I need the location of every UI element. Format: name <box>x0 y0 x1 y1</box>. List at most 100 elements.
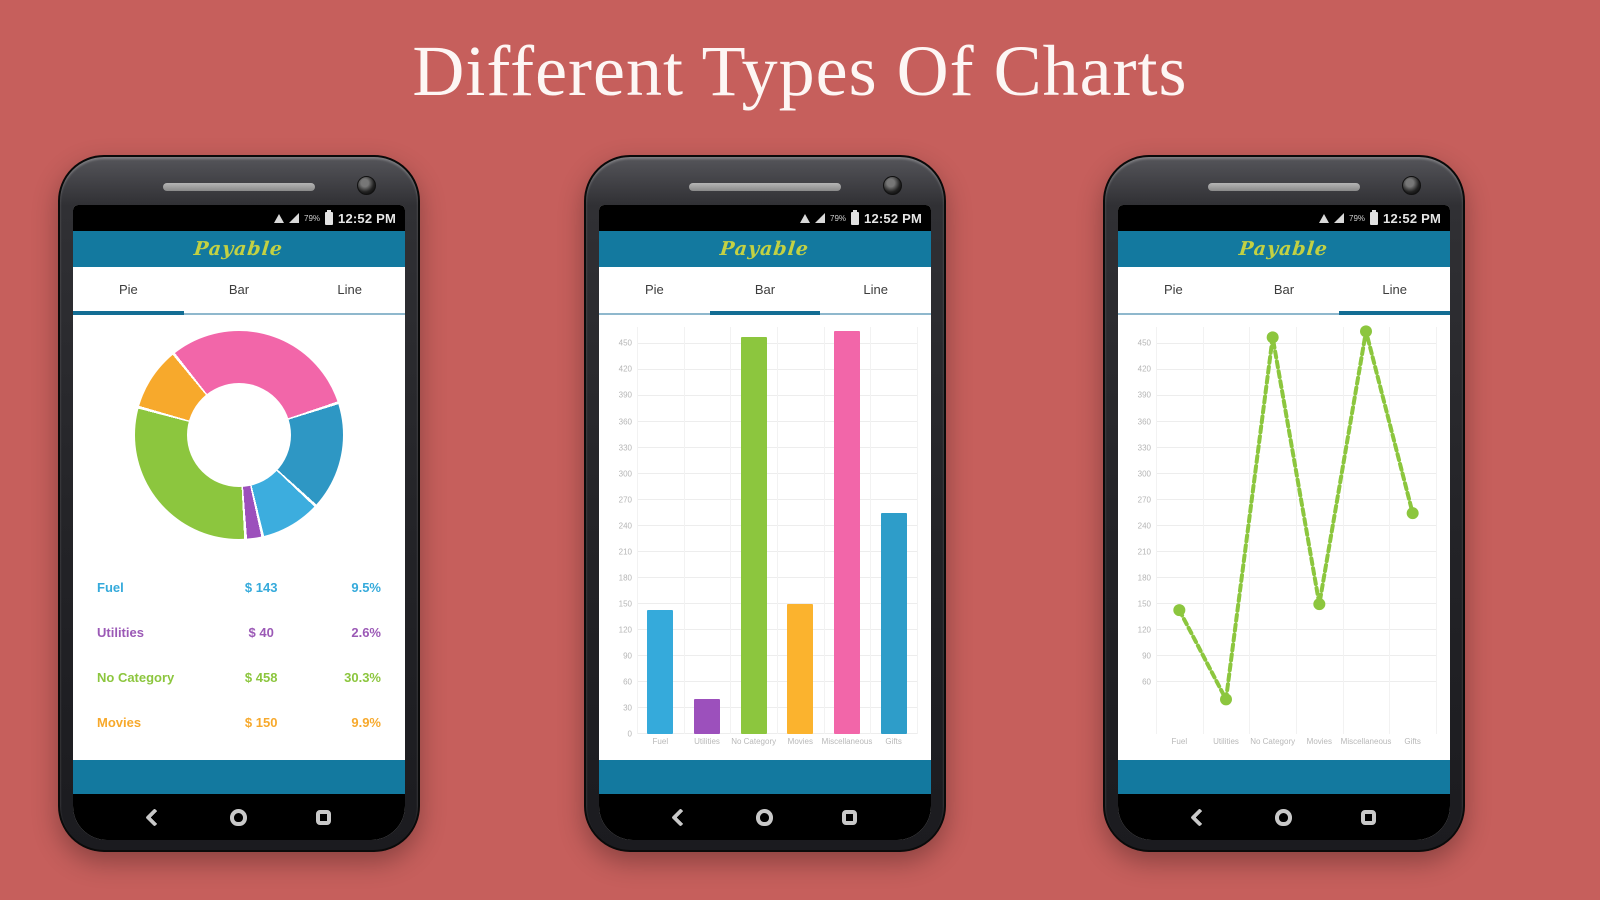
y-tick-label: 300 <box>618 469 632 479</box>
y-tick-label: 180 <box>1137 573 1151 583</box>
y-tick-label: 0 <box>627 729 632 739</box>
tab-indicator <box>73 311 184 315</box>
status-bar: 79% 12:52 PM <box>1118 205 1450 231</box>
status-time: 12:52 PM <box>864 210 922 226</box>
bar-no-category[interactable] <box>740 337 767 734</box>
legend-row-no-category: No Category $ 458 30.3% <box>97 655 381 700</box>
x-gridline <box>1342 327 1344 734</box>
tab-line[interactable]: Line <box>863 281 888 297</box>
tab-pie[interactable]: Pie <box>644 281 664 297</box>
app-header: Payable <box>599 231 931 267</box>
data-point-movies[interactable] <box>1313 598 1326 611</box>
bar-gifts[interactable] <box>880 513 907 734</box>
android-nav-bar <box>599 794 931 840</box>
android-nav-bar <box>73 794 405 840</box>
legend-row-fuel: Fuel $ 143 9.5% <box>97 565 381 610</box>
home-button[interactable] <box>229 808 247 826</box>
legend-percent: 9.9% <box>351 715 381 730</box>
x-gridline <box>683 327 685 734</box>
recents-button[interactable] <box>1360 809 1376 825</box>
tab-line[interactable]: Line <box>337 281 362 297</box>
back-button[interactable] <box>1189 807 1209 827</box>
x-axis-label: No Category <box>1250 737 1296 746</box>
y-tick-label: 150 <box>618 599 632 609</box>
data-point-no-category[interactable] <box>1266 331 1279 344</box>
app-header: Payable <box>73 231 405 267</box>
bar-movies[interactable] <box>787 604 814 734</box>
tab-pie[interactable]: Pie <box>118 281 138 297</box>
pie-chart-area[interactable]: Fuel $ 143 9.5% Utilities $ 40 2.6% No Categor… <box>73 315 405 760</box>
back-button[interactable] <box>670 807 690 827</box>
y-tick-label: 390 <box>1137 390 1151 400</box>
phone-mockup-bar: 79% 12:52 PM Payable Pie Bar Line 0 30 60 9… <box>584 155 946 852</box>
y-tick-label: 420 <box>618 364 632 374</box>
y-tick-label: 60 <box>623 677 632 687</box>
tab-indicator-track <box>73 311 405 315</box>
app-header: Payable <box>1118 231 1450 267</box>
legend-amount: $ 458 <box>244 670 278 685</box>
x-axis-label: Utilities <box>1213 737 1239 746</box>
bar-fuel[interactable] <box>647 610 674 734</box>
pie-legend: Fuel $ 143 9.5% Utilities $ 40 2.6% No Categor… <box>73 565 405 745</box>
data-point-miscellaneous[interactable] <box>1360 325 1372 338</box>
x-gridline <box>1436 327 1437 734</box>
legend-amount: $ 40 <box>248 625 274 640</box>
tab-bar: Pie Bar Line <box>1118 267 1450 311</box>
battery-percent: 79% <box>1349 213 1366 223</box>
x-axis-label: Fuel <box>652 737 669 746</box>
phone-screen: 79% 12:52 PM Payable Pie Bar Line 60 90 12… <box>1118 205 1450 840</box>
x-axis-label: Utilities <box>694 737 720 746</box>
status-time: 12:52 PM <box>338 210 396 226</box>
y-tick-label: 120 <box>1137 625 1151 635</box>
tab-indicator <box>709 311 821 315</box>
tab-bar-chart[interactable]: Bar <box>228 281 250 297</box>
x-gridline <box>1389 327 1391 734</box>
bottom-accent-bar <box>73 760 405 794</box>
y-tick-label: 450 <box>618 338 632 348</box>
app-title: Payable <box>193 238 285 260</box>
x-gridline <box>1202 327 1204 734</box>
tab-bar-chart[interactable]: Bar <box>754 281 776 297</box>
tab-pie[interactable]: Pie <box>1163 281 1183 297</box>
bar-miscellaneous[interactable] <box>833 331 861 734</box>
phone-camera <box>1402 176 1421 195</box>
tab-line[interactable]: Line <box>1382 281 1407 297</box>
phone-screen: 79% 12:52 PM Payable Pie Bar Line Fuel $ … <box>73 205 405 840</box>
y-tick-label: 330 <box>1137 443 1151 453</box>
legend-percent: 2.6% <box>351 625 381 640</box>
phone-speaker <box>689 183 841 191</box>
phone-mockup-pie: 79% 12:52 PM Payable Pie Bar Line Fuel $ … <box>58 155 420 852</box>
data-point-gifts[interactable] <box>1406 507 1419 520</box>
home-button[interactable] <box>1274 808 1292 826</box>
recents-button[interactable] <box>841 809 857 825</box>
y-tick-label: 420 <box>1137 364 1151 374</box>
phone-speaker <box>163 183 315 191</box>
x-gridline <box>637 327 638 734</box>
app-title: Payable <box>719 238 811 260</box>
line-chart-area[interactable]: 60 90 120 150 180 210 240 270 300 330 360 390 420 450… <box>1118 315 1450 760</box>
back-button[interactable] <box>144 807 164 827</box>
phone-camera <box>883 176 902 195</box>
y-tick-label: 270 <box>618 495 632 505</box>
x-axis-label: Movies <box>787 737 813 746</box>
bar-utilities[interactable] <box>693 699 721 734</box>
data-point-utilities[interactable] <box>1220 693 1232 706</box>
x-axis-label: No Category <box>731 737 777 746</box>
recents-button[interactable] <box>315 809 331 825</box>
legend-category-label: Fuel <box>97 580 124 595</box>
home-button[interactable] <box>755 808 773 826</box>
x-axis-label: Fuel <box>1171 737 1188 746</box>
y-tick-label: 360 <box>618 417 632 426</box>
legend-category-label: Movies <box>97 715 142 730</box>
y-tick-label: 180 <box>618 573 632 583</box>
tab-bar-chart[interactable]: Bar <box>1273 281 1295 297</box>
data-point-fuel[interactable] <box>1173 604 1186 617</box>
y-tick-label: 210 <box>1137 547 1151 557</box>
legend-percent: 30.3% <box>344 670 381 685</box>
legend-amount: $ 150 <box>244 715 278 730</box>
battery-icon <box>851 209 860 225</box>
y-tick-label: 90 <box>623 651 632 661</box>
bar-chart-area[interactable]: 0 30 60 90 120 150 180 210 240 270 300 330 360 390 420… <box>599 315 931 760</box>
tab-bar: Pie Bar Line <box>73 267 405 311</box>
donut-chart[interactable] <box>135 331 343 539</box>
